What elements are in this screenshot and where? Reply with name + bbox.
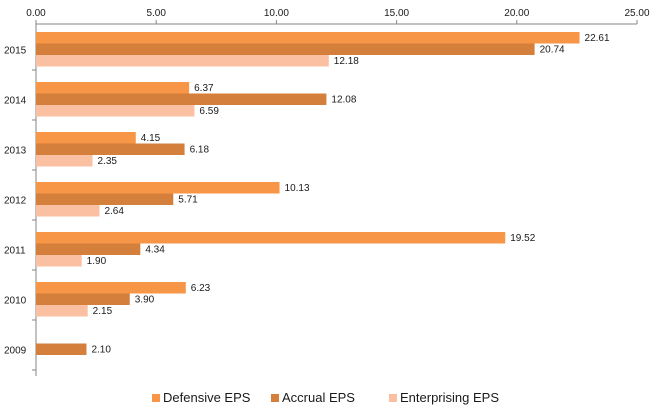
legend-label: Enterprising EPS [400, 390, 499, 405]
category-label: 2009 [4, 345, 27, 356]
data-label: 6.23 [191, 283, 211, 294]
bar [36, 55, 329, 67]
bar [36, 143, 185, 155]
legend-swatch [271, 394, 279, 402]
data-label: 2.35 [97, 156, 117, 167]
data-label: 12.18 [334, 56, 359, 67]
bar [36, 205, 100, 217]
bar [36, 43, 535, 55]
bar [36, 82, 190, 94]
data-label: 22.61 [585, 33, 610, 44]
x-tick-label: 15.00 [384, 8, 409, 19]
data-label: 4.15 [141, 133, 161, 144]
bar [36, 293, 130, 305]
category-label: 2013 [4, 145, 27, 156]
data-label: 2.64 [104, 206, 124, 217]
category-label: 2015 [4, 45, 27, 56]
data-label: 5.71 [178, 195, 198, 206]
data-label: 2.10 [91, 345, 111, 356]
bar [36, 243, 141, 255]
bar [36, 132, 136, 144]
data-label: 6.37 [194, 83, 214, 94]
category-label: 2011 [4, 245, 26, 256]
x-tick-label: 25.00 [624, 8, 649, 19]
data-label: 2.15 [93, 306, 113, 317]
category-label: 2014 [4, 95, 27, 106]
x-tick-label: 5.00 [146, 8, 166, 19]
data-label: 12.08 [331, 95, 356, 106]
x-tick-label: 0.00 [26, 8, 46, 19]
plot-area: 22.61 20.74 12.18 6.37 12.08 6.59 4.15 6.18 2.35… [36, 32, 610, 356]
legend-swatch [389, 394, 397, 402]
bar [36, 255, 82, 267]
legend-swatch [152, 394, 160, 402]
data-label: 19.52 [510, 233, 535, 244]
bar [36, 305, 88, 317]
bar [36, 343, 87, 355]
bar [36, 182, 280, 194]
data-label: 3.90 [135, 295, 155, 306]
x-axis: 0.00 5.00 10.00 15.00 20.00 25.00 [26, 8, 650, 25]
bar [36, 93, 327, 105]
bar [36, 105, 195, 117]
x-tick-label: 10.00 [264, 8, 289, 19]
legend: Defensive EPS Accrual EPS Enterprising EPS [152, 390, 499, 405]
category-label: 2012 [4, 195, 27, 206]
bar [36, 193, 174, 205]
data-label: 4.34 [145, 245, 165, 256]
data-label: 1.90 [87, 256, 107, 267]
data-label: 10.13 [285, 183, 310, 194]
bar [36, 232, 506, 244]
data-label: 6.18 [190, 145, 210, 156]
data-label: 20.74 [540, 45, 565, 56]
bar [36, 32, 580, 44]
category-label: 2010 [4, 295, 27, 306]
x-tick-label: 20.00 [504, 8, 529, 19]
bar [36, 155, 93, 167]
y-axis: 2015 2014 2013 2012 2011 2010 2009 [4, 24, 37, 376]
legend-label: Defensive EPS [163, 390, 251, 405]
bar [36, 282, 186, 294]
legend-label: Accrual EPS [282, 390, 355, 405]
data-label: 6.59 [199, 106, 219, 117]
